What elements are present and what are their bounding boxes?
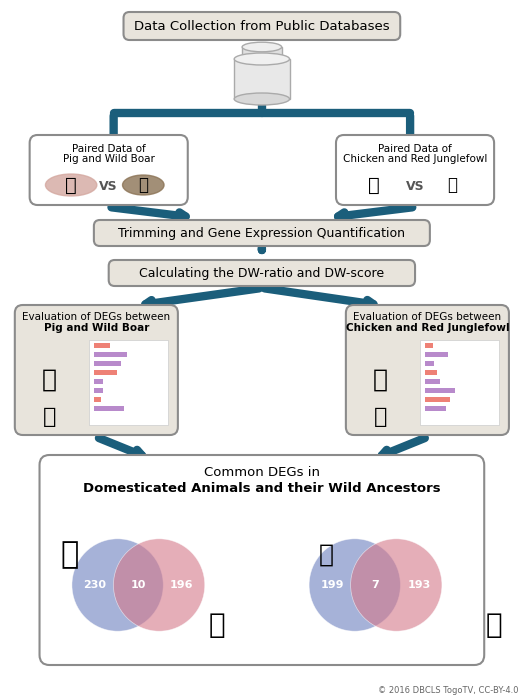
Text: Chicken and Red Junglefowl: Chicken and Red Junglefowl [346, 323, 509, 333]
Text: Chicken and Red Junglefowl: Chicken and Red Junglefowl [343, 154, 487, 164]
Text: 🐗: 🐗 [43, 407, 56, 427]
Text: 199: 199 [320, 580, 343, 590]
Text: VS: VS [100, 179, 118, 193]
Text: Common DEGs in: Common DEGs in [204, 466, 320, 480]
Text: Evaluation of DEGs between: Evaluation of DEGs between [22, 312, 171, 322]
Text: Pig and Wild Boar: Pig and Wild Boar [43, 323, 149, 333]
Text: Paired Data of: Paired Data of [378, 144, 452, 154]
Bar [425, 396, 449, 402]
Text: 10: 10 [131, 580, 146, 590]
Text: 🐓: 🐓 [486, 611, 502, 639]
Bar [425, 379, 439, 384]
Bar [94, 379, 103, 384]
Text: 🐔: 🐔 [373, 368, 388, 392]
Text: VS: VS [406, 179, 425, 193]
Bar [94, 388, 103, 393]
FancyBboxPatch shape [40, 455, 484, 665]
Text: 🐷: 🐷 [60, 540, 78, 570]
FancyBboxPatch shape [346, 305, 509, 435]
FancyBboxPatch shape [123, 12, 400, 40]
Text: 🐔: 🐔 [209, 611, 226, 639]
Text: 🐗: 🐗 [319, 543, 333, 567]
FancyBboxPatch shape [30, 135, 188, 205]
Text: Domesticated Animals and their Wild Ancestors: Domesticated Animals and their Wild Ance… [83, 482, 440, 496]
Ellipse shape [351, 539, 442, 631]
Bar [425, 342, 434, 347]
Bar [425, 351, 448, 356]
FancyBboxPatch shape [94, 220, 430, 246]
Text: Trimming and Gene Expression Quantification: Trimming and Gene Expression Quantificat… [118, 227, 405, 239]
Text: 🐗: 🐗 [138, 176, 148, 194]
Text: Data Collection from Public Databases: Data Collection from Public Databases [134, 20, 390, 32]
Bar [425, 360, 434, 365]
Text: 🐓: 🐓 [374, 407, 387, 427]
Text: 230: 230 [83, 580, 107, 590]
Ellipse shape [122, 175, 164, 195]
Text: 196: 196 [170, 580, 193, 590]
Text: 🐓: 🐓 [448, 176, 457, 194]
Text: Calculating the DW-ratio and DW-score: Calculating the DW-ratio and DW-score [139, 267, 384, 279]
Ellipse shape [234, 53, 289, 65]
Text: © 2016 DBCLS TogoTV, CC-BY-4.0: © 2016 DBCLS TogoTV, CC-BY-4.0 [378, 686, 519, 695]
Text: 🐷: 🐷 [42, 368, 57, 392]
Ellipse shape [46, 174, 97, 196]
Text: 🐷: 🐷 [65, 176, 77, 195]
Ellipse shape [242, 42, 281, 52]
Bar [94, 360, 120, 365]
Text: Pig and Wild Boar: Pig and Wild Boar [63, 154, 155, 164]
Bar [425, 388, 455, 393]
Text: Paired Data of: Paired Data of [72, 144, 146, 154]
Text: 7: 7 [372, 580, 379, 590]
Bar [94, 396, 101, 402]
Ellipse shape [309, 539, 401, 631]
Ellipse shape [72, 539, 163, 631]
FancyBboxPatch shape [89, 340, 168, 425]
Ellipse shape [113, 539, 205, 631]
Ellipse shape [242, 77, 281, 87]
FancyBboxPatch shape [109, 260, 415, 286]
Bar [94, 405, 125, 410]
FancyBboxPatch shape [420, 340, 499, 425]
Bar [94, 351, 127, 356]
Bar [94, 342, 110, 347]
Ellipse shape [234, 93, 289, 105]
Bar [425, 405, 446, 410]
FancyBboxPatch shape [15, 305, 178, 435]
FancyBboxPatch shape [234, 59, 289, 99]
FancyBboxPatch shape [336, 135, 494, 205]
FancyBboxPatch shape [242, 47, 281, 82]
Text: 🐔: 🐔 [368, 176, 379, 195]
Text: Evaluation of DEGs between: Evaluation of DEGs between [354, 312, 501, 322]
Bar [94, 370, 117, 374]
Bar [425, 370, 437, 374]
Text: 193: 193 [408, 580, 431, 590]
